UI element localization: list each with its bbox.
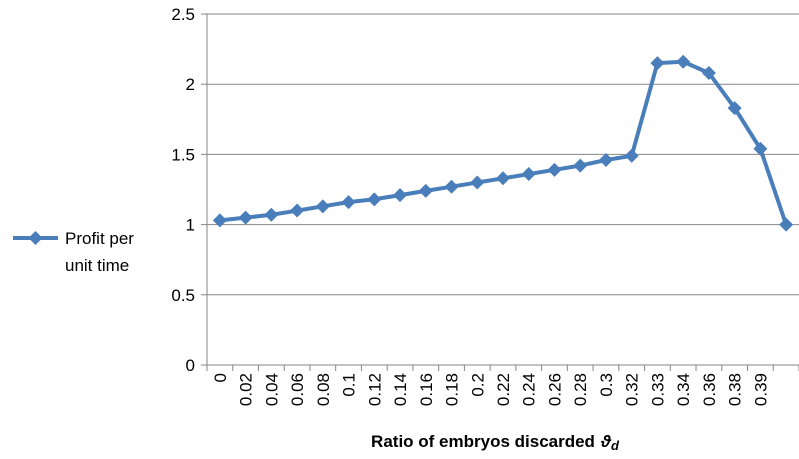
x-tick-label: 0.39 <box>751 373 770 406</box>
data-point <box>650 56 665 71</box>
x-tick-label: 0.36 <box>700 373 719 406</box>
x-axis-label-symbol: ϑ <box>600 432 612 451</box>
data-point <box>470 175 485 190</box>
x-axis-label: Ratio of embryos discarded ϑd <box>371 432 620 453</box>
x-tick-label: 0.08 <box>314 373 333 406</box>
x-tick-label: 0.26 <box>545 373 564 406</box>
series-line <box>219 59 788 226</box>
x-axis-label-subscript: d <box>611 438 620 453</box>
axes <box>206 14 799 366</box>
data-point <box>367 192 382 207</box>
x-tick-label: 0.22 <box>494 373 513 406</box>
x-tick-label: 0.24 <box>520 373 539 406</box>
data-point <box>264 207 279 222</box>
x-tick-label: 0.2 <box>468 373 487 397</box>
data-point <box>290 203 305 218</box>
x-tick-label: 0.32 <box>623 373 642 406</box>
x-tick-label: 0.18 <box>443 373 462 406</box>
y-tick-label: 2.5 <box>171 5 195 24</box>
data-point <box>496 171 510 186</box>
y-tick-label: 1 <box>186 216 195 235</box>
series-profit-per-unit-time <box>212 54 794 232</box>
y-tick-label: 0.5 <box>171 286 195 305</box>
x-tick-label: 0 <box>211 373 230 382</box>
data-point <box>779 217 794 232</box>
data-point <box>701 65 716 80</box>
y-axis-ticks: 0 0.5 1 1.5 2 2.5 <box>171 5 207 375</box>
legend: Profit per unit time <box>13 229 134 275</box>
y-tick-label: 0 <box>186 356 195 375</box>
x-tick-label: 0.06 <box>288 373 307 406</box>
data-point <box>573 158 588 173</box>
x-tick-label: 0.38 <box>726 373 745 406</box>
legend-entry-line1: Profit per <box>65 229 134 248</box>
x-tick-label: 0.04 <box>262 373 281 406</box>
data-point <box>624 148 639 163</box>
x-tick-label: 0.12 <box>365 373 384 406</box>
x-tick-label: 0.3 <box>597 373 616 397</box>
data-point <box>393 188 408 203</box>
data-point <box>315 199 330 214</box>
x-tick-label: 0.14 <box>391 373 410 406</box>
data-point <box>727 101 742 116</box>
x-tick-label: 0.28 <box>571 373 590 406</box>
y-tick-label: 2 <box>186 75 195 94</box>
data-point <box>547 162 562 177</box>
data-point <box>444 179 459 194</box>
legend-marker-swatch <box>28 231 43 245</box>
data-point <box>676 54 691 69</box>
x-tick-label: 0.16 <box>417 373 436 406</box>
x-axis-ticks: 0 0.02 0.04 0.06 0.08 0.1 0.12 0.14 0.16 0.18 0.2 0… <box>206 365 799 406</box>
x-tick-label: 0.34 <box>674 373 693 406</box>
data-point <box>753 141 768 156</box>
x-axis-label-text: Ratio of embryos discarded <box>371 432 595 451</box>
x-tick-label: 0.02 <box>237 373 256 406</box>
x-tick-label: 0.1 <box>340 373 359 397</box>
y-tick-label: 1.5 <box>171 145 195 164</box>
data-point <box>598 153 613 168</box>
data-point <box>521 167 536 182</box>
legend-entry-line2: unit time <box>65 256 129 275</box>
gridlines <box>207 13 799 296</box>
data-point <box>238 210 253 225</box>
data-point <box>212 213 227 228</box>
x-tick-label: 0.33 <box>648 373 667 406</box>
data-point <box>418 183 433 198</box>
data-point <box>341 195 356 210</box>
